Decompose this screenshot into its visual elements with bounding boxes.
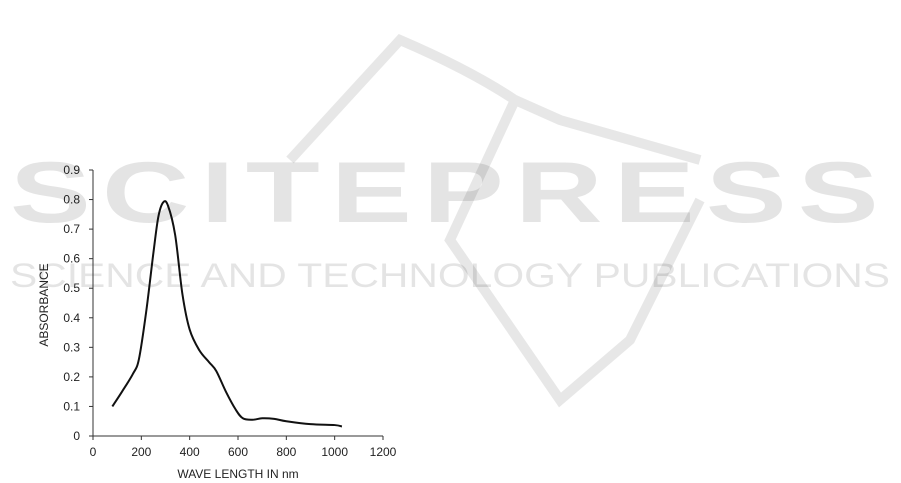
x-tick-label: 200 (131, 445, 151, 459)
watermark-title: SCITEPRESS (10, 145, 890, 241)
y-tick-label: 0.8 (63, 193, 80, 207)
y-tick-label: 0.6 (63, 252, 80, 266)
watermark-subtitle: SCIENCE AND TECHNOLOGY PUBLICATIONS (10, 257, 890, 295)
x-tick-label: 600 (228, 445, 248, 459)
y-tick-label: 0.7 (63, 222, 80, 236)
y-tick-label: 0 (73, 429, 80, 443)
x-tick-label: 1000 (321, 445, 348, 459)
x-tick-label: 0 (90, 445, 97, 459)
y-tick-label: 0.4 (63, 311, 80, 325)
y-axis-label: ABSORBANCE (37, 263, 51, 346)
x-tick-label: 1200 (370, 445, 397, 459)
x-axis-label: WAVE LENGTH IN nm (177, 467, 298, 481)
watermark (286, 34, 705, 408)
y-tick-label: 0.1 (63, 399, 80, 413)
y-tick-label: 0.9 (63, 163, 80, 177)
watermark-book-icon (286, 34, 705, 408)
absorbance-line (111, 200, 343, 428)
x-tick-label: 400 (180, 445, 200, 459)
y-tick-label: 0.3 (63, 340, 80, 354)
y-tick-label: 0.5 (63, 281, 80, 295)
x-tick-label: 800 (276, 445, 296, 459)
y-tick-label: 0.2 (63, 370, 80, 384)
